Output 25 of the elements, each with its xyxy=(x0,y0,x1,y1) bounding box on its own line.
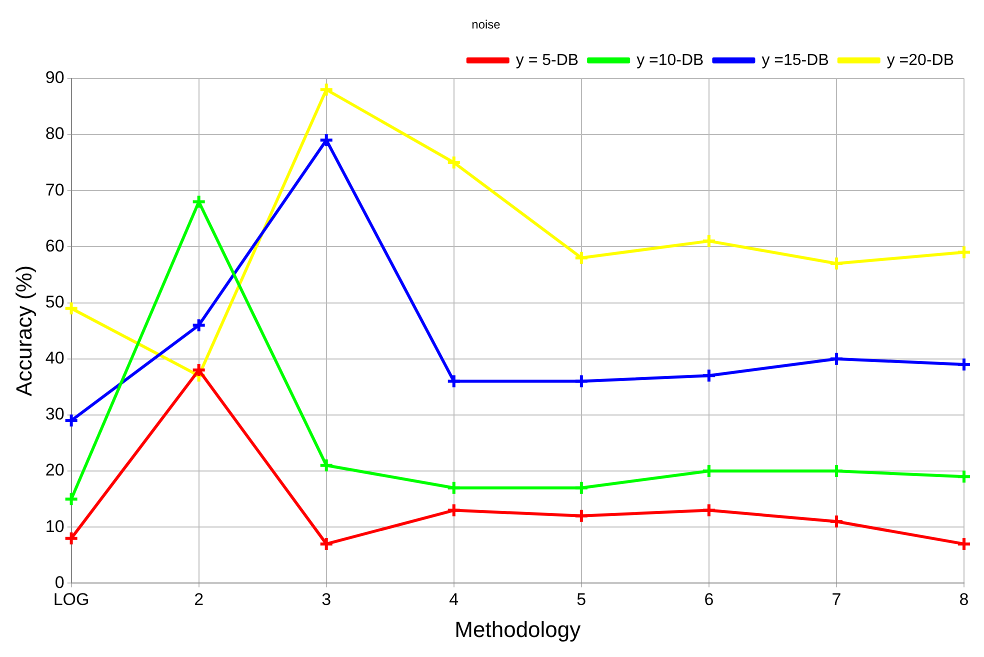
y-tick-label: 0 xyxy=(54,572,64,592)
y-tick-label: 30 xyxy=(45,404,64,424)
chart-title: noise xyxy=(472,18,501,32)
legend-label: y =15-DB xyxy=(762,52,829,69)
x-axis-title: Methodology xyxy=(454,616,581,642)
x-tick-label: 3 xyxy=(322,590,332,610)
y-tick-label: 90 xyxy=(45,68,64,88)
x-tick-label: 2 xyxy=(194,590,204,610)
x-tick-label: 8 xyxy=(959,590,969,610)
x-tick-label: LOG xyxy=(53,590,90,610)
y-tick-label: 20 xyxy=(45,460,64,480)
y-tick-label: 50 xyxy=(45,292,64,312)
x-tick-label: 5 xyxy=(576,590,586,610)
y-tick-label: 40 xyxy=(45,348,64,368)
x-tick-label: 7 xyxy=(832,590,842,610)
x-tick-label: 4 xyxy=(449,590,459,610)
x-tick-label: 6 xyxy=(704,590,714,610)
y-tick-label: 80 xyxy=(45,124,64,144)
y-tick-label: 60 xyxy=(45,236,64,256)
y-axis-title: Accuracy (%) xyxy=(11,265,36,396)
legend-label: y =20-DB xyxy=(886,52,954,69)
y-tick-label: 70 xyxy=(45,180,64,200)
legend-label: y = 5-DB xyxy=(516,52,579,69)
y-tick-label: 10 xyxy=(45,516,64,536)
legend-label: y =10-DB xyxy=(636,52,704,69)
